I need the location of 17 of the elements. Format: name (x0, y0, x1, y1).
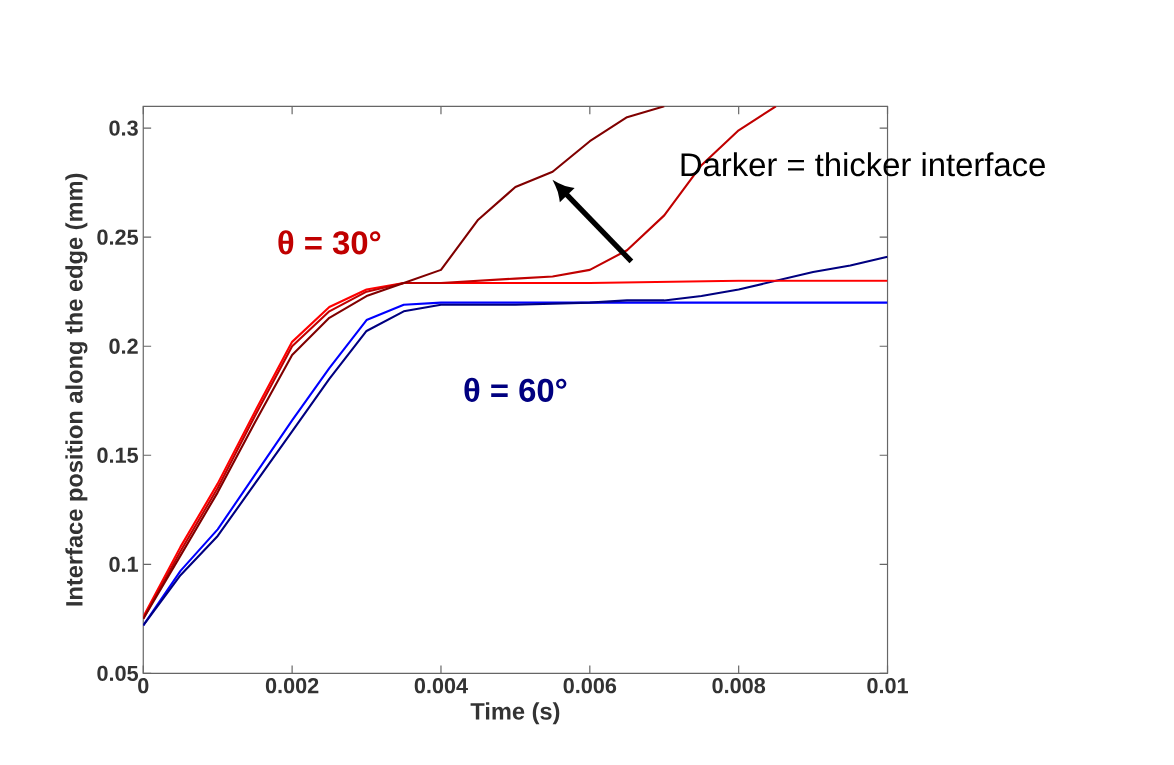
x-tick-label: 0 (138, 678, 149, 694)
x-tick-label: 0.006 (563, 678, 617, 694)
annotation: θ = 30° (278, 230, 381, 255)
x-tick-label: 0.01 (867, 678, 908, 694)
y-tick-label: 0.25 (97, 229, 139, 245)
y-tick-label: 0.15 (97, 447, 139, 463)
y-tick-label: 0.3 (109, 120, 138, 136)
y-tick-label: 0.1 (109, 556, 139, 573)
x-tick-label: 0.008 (712, 678, 766, 694)
x-tick-label: 0.004 (414, 678, 468, 694)
line-series (143, 106, 666, 620)
y-axis-title: Interface position along the edge (mm) (65, 173, 88, 606)
y-tick-label: 0.2 (109, 338, 138, 354)
x-axis-title: Time (s) (470, 702, 560, 725)
annotation: θ = 60° (464, 377, 567, 402)
y-tick-label: 0.05 (97, 665, 139, 682)
x-tick-label: 0.002 (265, 678, 319, 694)
